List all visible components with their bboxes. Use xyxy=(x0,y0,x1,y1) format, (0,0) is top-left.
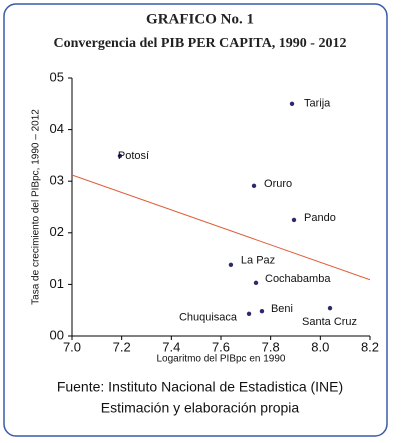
chart-subtitle: Convergencia del PIB PER CAPITA, 1990 - … xyxy=(54,36,347,51)
trend-line xyxy=(71,174,371,281)
point xyxy=(117,153,123,159)
point-label: Potosí xyxy=(118,150,149,162)
x-tick-label: 7.4 xyxy=(162,339,180,354)
y-tick-label: 00 xyxy=(50,327,64,342)
point-label: Cochabamba xyxy=(265,273,331,285)
x-tick-label: 7.8 xyxy=(262,339,280,354)
x-tick-label: 8.0 xyxy=(311,339,329,354)
point xyxy=(291,217,297,223)
y-tick-label: 03 xyxy=(50,173,64,188)
x-tick-label: 7.2 xyxy=(113,339,131,354)
point xyxy=(289,101,295,107)
x-tick-label: 7.0 xyxy=(63,339,81,354)
point-label: La Paz xyxy=(241,255,275,267)
point-label: Oruro xyxy=(264,178,292,190)
point xyxy=(327,305,333,311)
point xyxy=(251,183,257,189)
point xyxy=(246,311,252,317)
y-tick-label: 02 xyxy=(50,224,64,239)
frame xyxy=(3,3,388,437)
point xyxy=(253,280,259,286)
point-label: Beni xyxy=(271,303,293,315)
y-tick-label: 01 xyxy=(50,276,64,291)
chart-title: GRAFICO No. 1 xyxy=(146,11,254,27)
x-axis-label: Logaritmo del PIBpc en 1990 xyxy=(157,354,286,365)
x-tick-label: 8.2 xyxy=(361,339,379,354)
x-tick-label: 7.6 xyxy=(212,339,230,354)
y-tick-label: 05 xyxy=(50,69,64,84)
point xyxy=(228,262,234,267)
y-axis-label: Tasa de crecimiento del PIBpc, 1990 – 20… xyxy=(31,109,42,305)
source: Fuente: Instituto Nacional de Estadistic… xyxy=(57,379,343,395)
point-label: Pando xyxy=(304,212,336,224)
point-label: Tarija xyxy=(304,98,331,110)
point-label: Santa Cruz xyxy=(302,316,357,328)
note: Estimación y elaboración propia xyxy=(101,400,300,416)
point-label: Chuquisaca xyxy=(179,312,238,324)
y-tick-label: 04 xyxy=(50,121,64,136)
point xyxy=(259,309,265,314)
